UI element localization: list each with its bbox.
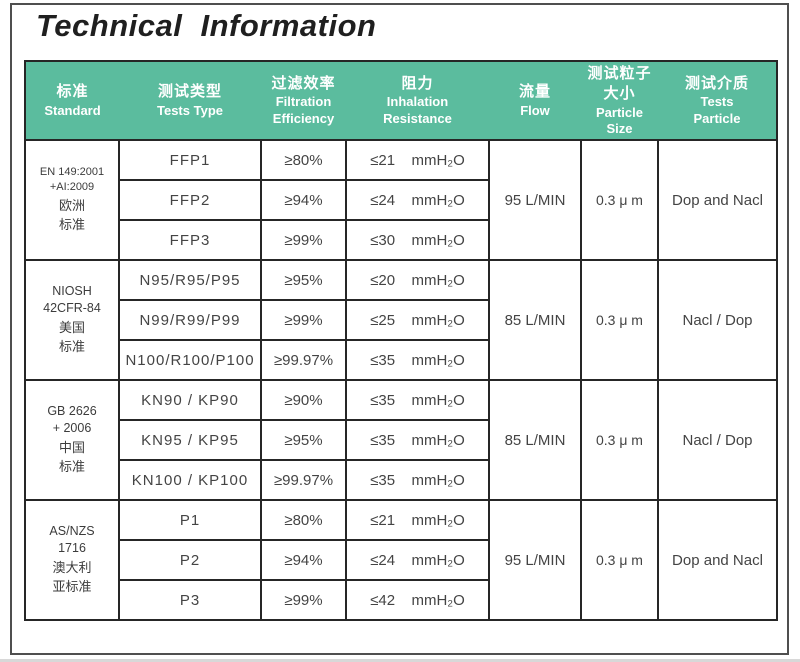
column-header-standard: 标准 Standard — [25, 61, 119, 140]
table-row: FFP2 ≥94% ≤24 mmH₂O — [25, 179, 777, 221]
column-header-particle-size: 测试粒子大小 Particle Size — [581, 61, 658, 140]
header-tests-type-en: Tests Type — [157, 102, 223, 118]
header-flow-cn: 流量 — [518, 83, 551, 101]
header-tests-particle-cn: 测试介质 — [684, 75, 749, 93]
header-resistance-cn: 阻力 — [401, 75, 434, 93]
header-tests-particle-en: Tests Particle — [693, 94, 741, 126]
standard-region: 澳大利 亚标准 — [52, 559, 92, 594]
efficiency-cell: ≥99% — [260, 579, 347, 621]
header-flow-en: Flow — [520, 102, 550, 118]
efficiency-cell: ≥80% — [260, 139, 347, 181]
flow-cell: 85 L/MIN — [488, 259, 582, 381]
resistance-cell: ≤30 mmH₂O — [345, 219, 490, 261]
table-row: FFP3 ≥99% ≤30 mmH₂O — [25, 219, 777, 261]
test-type-cell: N95/R95/P95 — [118, 259, 262, 301]
header-resistance-en: Inhalation Resistance — [383, 94, 452, 126]
page-bottom-edge — [0, 659, 800, 662]
table-header-row: 标准 Standard 测试类型 Tests Type 过滤效率 Filtrat… — [25, 61, 777, 140]
test-type-cell: FFP3 — [118, 219, 262, 261]
efficiency-cell: ≥99.97% — [260, 459, 347, 501]
column-header-filtration-efficiency: 过滤效率 Filtration Efficiency — [261, 61, 346, 140]
standard-group-cell: EN 149:2001 +AI:2009 欧洲 标准 — [24, 139, 120, 261]
resistance-cell: ≤42 mmH₂O — [345, 579, 490, 621]
particle-size-cell: 0.3 μ m — [580, 139, 659, 261]
efficiency-cell: ≥99.97% — [260, 339, 347, 381]
resistance-cell: ≤21 mmH₂O — [345, 139, 490, 181]
flow-cell: 95 L/MIN — [488, 499, 582, 621]
test-type-cell: P3 — [118, 579, 262, 621]
test-type-cell: P2 — [118, 539, 262, 581]
column-header-tests-type: 测试类型 Tests Type — [119, 61, 261, 140]
standard-code: AS/NZS 1716 — [49, 524, 95, 555]
test-type-cell: P1 — [118, 499, 262, 541]
table-row: KN100 / KP100 ≥99.97% ≤35 mmH₂O — [25, 459, 777, 501]
table-row: KN95 / KP95 ≥95% ≤35 mmH₂O — [25, 419, 777, 461]
resistance-cell: ≤35 mmH₂O — [345, 419, 490, 461]
standard-region: 美国 标准 — [58, 319, 85, 354]
header-filtration-cn: 过滤效率 — [271, 75, 336, 93]
efficiency-cell: ≥94% — [260, 539, 347, 581]
page-title: Technical Information — [36, 8, 377, 43]
test-particle-cell: Dop and Nacl — [657, 139, 778, 261]
test-type-cell: KN90 / KP90 — [118, 379, 262, 421]
technical-info-table: 标准 Standard 测试类型 Tests Type 过滤效率 Filtrat… — [24, 60, 778, 621]
particle-size-cell: 0.3 μ m — [580, 379, 659, 501]
efficiency-cell: ≥80% — [260, 499, 347, 541]
efficiency-cell: ≥94% — [260, 179, 347, 221]
resistance-cell: ≤21 mmH₂O — [345, 499, 490, 541]
standard-group-cell: NIOSH 42CFR-84 美国 标准 — [24, 259, 120, 381]
column-header-flow: 流量 Flow — [489, 61, 581, 140]
test-particle-cell: Nacl / Dop — [657, 259, 778, 381]
test-type-cell: N100/R100/P100 — [118, 339, 262, 381]
resistance-cell: ≤20 mmH₂O — [345, 259, 490, 301]
test-type-cell: FFP2 — [118, 179, 262, 221]
resistance-cell: ≤35 mmH₂O — [345, 339, 490, 381]
standard-code: EN 149:2001 +AI:2009 — [39, 166, 105, 193]
column-header-inhalation-resistance: 阻力 Inhalation Resistance — [346, 61, 489, 140]
header-standard-cn: 标准 — [56, 83, 89, 101]
header-tests-type-cn: 测试类型 — [157, 83, 222, 101]
resistance-cell: ≤35 mmH₂O — [345, 459, 490, 501]
efficiency-cell: ≥99% — [260, 219, 347, 261]
test-type-cell: FFP1 — [118, 139, 262, 181]
resistance-cell: ≤35 mmH₂O — [345, 379, 490, 421]
efficiency-cell: ≥90% — [260, 379, 347, 421]
test-type-cell: N99/R99/P99 — [118, 299, 262, 341]
test-type-cell: KN95 / KP95 — [118, 419, 262, 461]
table-row: P3 ≥99% ≤42 mmH₂O — [25, 579, 777, 621]
flow-cell: 85 L/MIN — [488, 379, 582, 501]
particle-size-cell: 0.3 μ m — [580, 499, 659, 621]
header-filtration-en: Filtration Efficiency — [272, 94, 335, 126]
table-row: N99/R99/P99 ≥99% ≤25 mmH₂O — [25, 299, 777, 341]
resistance-cell: ≤24 mmH₂O — [345, 179, 490, 221]
standard-group-cell: AS/NZS 1716 澳大利 亚标准 — [24, 499, 120, 621]
header-particle-size-cn: 测试粒子大小 — [587, 65, 652, 103]
efficiency-cell: ≥99% — [260, 299, 347, 341]
test-particle-cell: Dop and Nacl — [657, 499, 778, 621]
column-header-tests-particle: 测试介质 Tests Particle — [658, 61, 777, 140]
efficiency-cell: ≥95% — [260, 419, 347, 461]
table-row: EN 149:2001 +AI:2009 欧洲 标准 FFP1 ≥80% ≤21… — [24, 139, 778, 261]
standard-region: 中国 标准 — [58, 439, 85, 474]
standard-region: 欧洲 标准 — [58, 197, 85, 232]
standard-code: NIOSH 42CFR-84 — [43, 284, 101, 315]
test-type-cell: KN100 / KP100 — [118, 459, 262, 501]
header-standard-en: Standard — [44, 102, 101, 118]
header-particle-size-en: Particle Size — [596, 104, 643, 136]
test-particle-cell: Nacl / Dop — [657, 379, 778, 501]
resistance-cell: ≤25 mmH₂O — [345, 299, 490, 341]
table-row: N100/R100/P100 ≥99.97% ≤35 mmH₂O — [25, 339, 777, 381]
table-row: NIOSH 42CFR-84 美国 标准 N95/R95/P95 ≥95% ≤2… — [24, 259, 778, 381]
flow-cell: 95 L/MIN — [488, 139, 582, 261]
particle-size-cell: 0.3 μ m — [580, 259, 659, 381]
standard-code: GB 2626 + 2006 — [47, 404, 97, 435]
efficiency-cell: ≥95% — [260, 259, 347, 301]
resistance-cell: ≤24 mmH₂O — [345, 539, 490, 581]
table-row: AS/NZS 1716 澳大利 亚标准 P1 ≥80% ≤21 mmH₂O 95… — [24, 499, 778, 621]
table-row: GB 2626 + 2006 中国 标准 KN90 / KP90 ≥90% ≤3… — [24, 379, 778, 501]
table-row: P2 ≥94% ≤24 mmH₂O — [25, 539, 777, 581]
standard-group-cell: GB 2626 + 2006 中国 标准 — [24, 379, 120, 501]
